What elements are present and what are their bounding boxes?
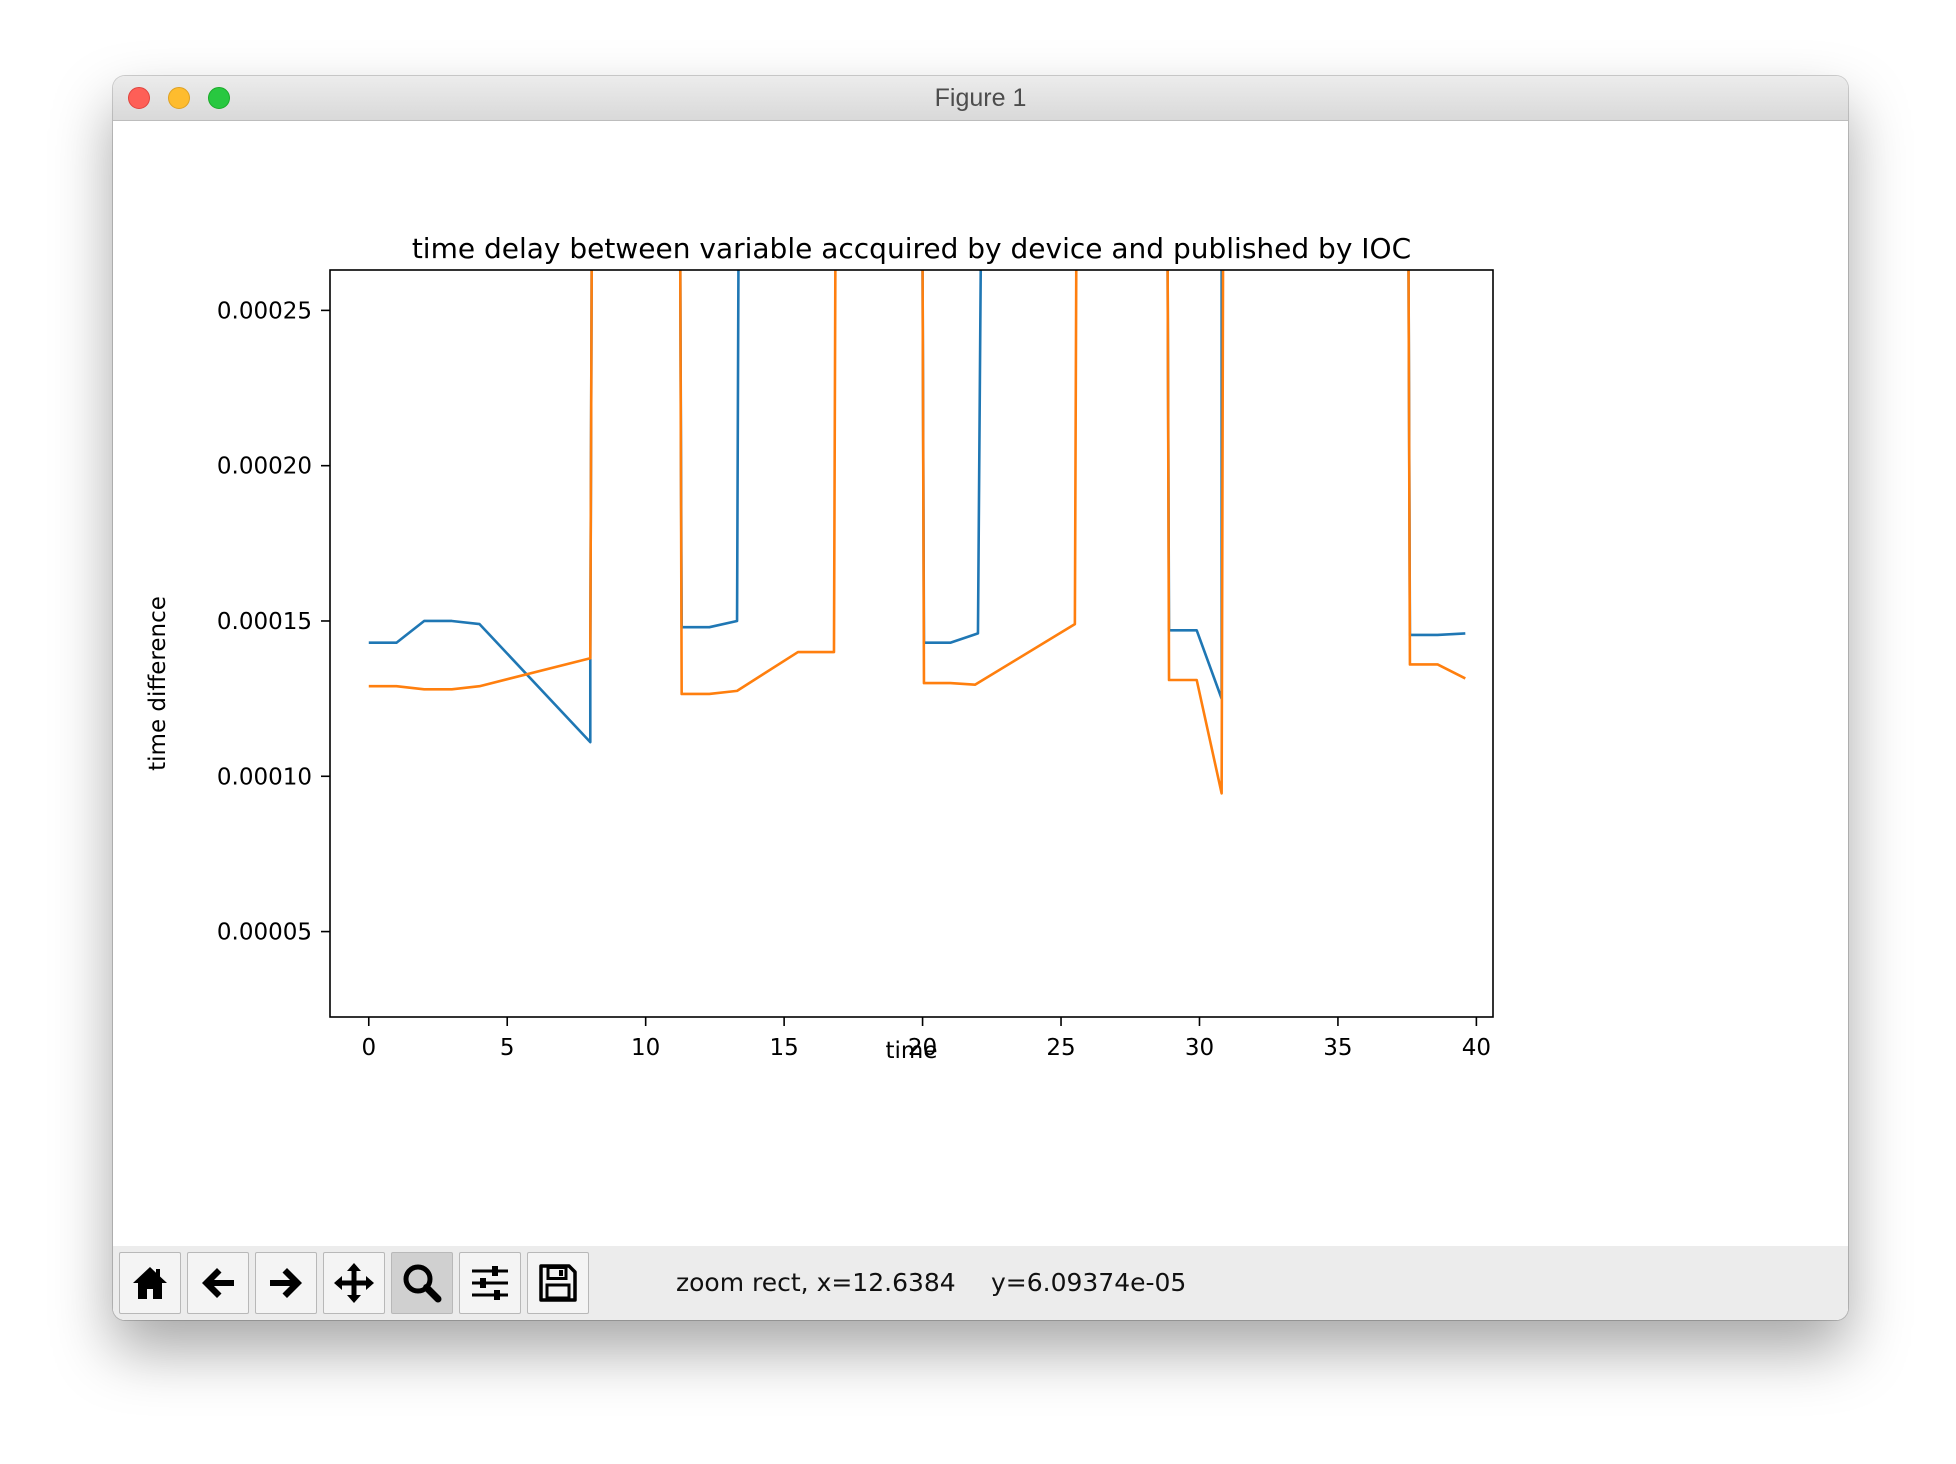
series-1-line-segment-4[interactable] [1166, 270, 1223, 700]
series-2-line-segment-3[interactable] [921, 270, 1078, 686]
series-2-line-segment-4[interactable] [1166, 270, 1225, 795]
minimize-button[interactable] [168, 87, 190, 109]
x-tick-label: 5 [500, 1035, 515, 1061]
configure-subplots-button[interactable] [459, 1252, 521, 1314]
axes-frame [329, 269, 1494, 1018]
magnifier-icon [403, 1264, 442, 1303]
status-cursor-y: y=6.09374e-05 [991, 1268, 1187, 1297]
x-axis-label: time [886, 1038, 938, 1064]
home-icon [133, 1267, 167, 1299]
figure-window: Figure 1 0 5 10 15 20 25 30 35 40 0.00005 0.00010 0… [113, 76, 1848, 1320]
save-button[interactable] [527, 1252, 589, 1314]
maximize-button[interactable] [208, 87, 230, 109]
series-2-line-segment-5[interactable] [1407, 270, 1466, 680]
arrow-left-icon [202, 1268, 234, 1298]
back-button[interactable] [187, 1252, 249, 1314]
floppy-disk-icon [539, 1264, 577, 1302]
status-cursor-x: zoom rect, x=12.6384 [676, 1268, 956, 1297]
y-tick-label: 0.00025 [217, 298, 312, 324]
figure-canvas[interactable]: 0 5 10 15 20 25 30 35 40 0.00005 0.00010 0.00015 0.0… [113, 121, 1848, 1320]
series-1-line-segment-1[interactable] [368, 270, 593, 744]
y-axis-label: time difference [145, 596, 171, 771]
forward-button[interactable] [255, 1252, 317, 1314]
pan-button[interactable] [323, 1252, 385, 1314]
y-tick-label: 0.00010 [217, 764, 312, 790]
series-2-line-segment-1[interactable] [368, 270, 593, 691]
y-tick-label: 0.00005 [217, 920, 312, 946]
series-1-line-segment-2[interactable] [678, 270, 740, 629]
zoom-button[interactable] [391, 1252, 453, 1314]
y-tick-label: 0.00015 [217, 609, 312, 635]
x-tick-label: 30 [1185, 1035, 1214, 1061]
arrow-right-icon [270, 1268, 302, 1298]
series-2-line-segment-2[interactable] [678, 270, 837, 696]
window-title: Figure 1 [934, 84, 1027, 112]
close-button[interactable] [128, 87, 150, 109]
x-tick-label: 25 [1046, 1035, 1075, 1061]
home-button[interactable] [119, 1252, 181, 1314]
x-tick-label: 10 [631, 1035, 660, 1061]
move-icon [334, 1263, 374, 1303]
chart-title: time delay between variable accquired by… [412, 232, 1411, 265]
x-tick-label: 35 [1323, 1035, 1352, 1061]
x-tick-label: 40 [1462, 1035, 1491, 1061]
x-tick-label: 20 [908, 1035, 937, 1061]
line-chart[interactable]: 0 5 10 15 20 25 30 35 40 0.00005 0.00010 0.00015 0.0… [113, 121, 1848, 1246]
y-tick-label: 0.00020 [217, 454, 312, 480]
x-tick-label: 0 [361, 1035, 376, 1061]
series-1-line-segment-5[interactable] [1407, 270, 1466, 637]
title-bar[interactable]: Figure 1 [113, 76, 1848, 121]
x-tick-label: 15 [769, 1035, 798, 1061]
sliders-icon [472, 1266, 508, 1300]
series-1-line-segment-3[interactable] [921, 270, 983, 645]
navigation-toolbar: zoom rect, x=12.6384 y=6.09374e-05 [113, 1246, 1848, 1320]
